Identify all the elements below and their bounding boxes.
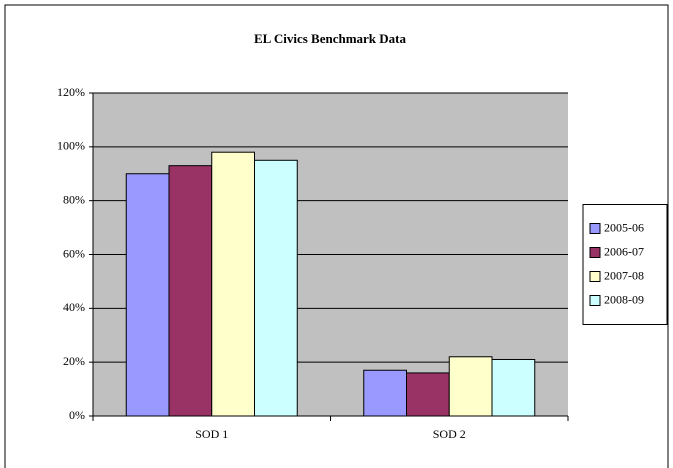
chart-title: EL Civics Benchmark Data (254, 31, 407, 46)
legend-label: 2006-07 (604, 244, 644, 258)
legend-swatch (589, 271, 601, 282)
legend-swatch (589, 247, 601, 258)
bar (448, 356, 493, 417)
legend-label: 2005-06 (604, 220, 644, 234)
y-tick-label: 100% (57, 139, 85, 153)
legend-swatch (589, 223, 601, 234)
y-tick-label: 60% (63, 246, 85, 260)
bar (406, 372, 450, 417)
bar (491, 358, 536, 417)
y-tick-label: 0% (69, 408, 85, 422)
bar (125, 173, 170, 417)
bar (254, 159, 298, 417)
bar (168, 165, 213, 417)
legend-label: 2007-08 (604, 268, 644, 282)
x-tick-label: SOD 2 (433, 427, 466, 441)
y-tick-label: 80% (63, 192, 85, 206)
legend-label: 2008-09 (604, 292, 644, 306)
bar (211, 151, 255, 417)
legend-swatch (589, 295, 601, 306)
x-tick-label: SOD 1 (195, 427, 228, 441)
bar (363, 369, 407, 417)
y-tick-label: 40% (63, 300, 85, 314)
y-tick-label: 120% (57, 85, 85, 99)
y-tick-label: 20% (63, 354, 85, 368)
